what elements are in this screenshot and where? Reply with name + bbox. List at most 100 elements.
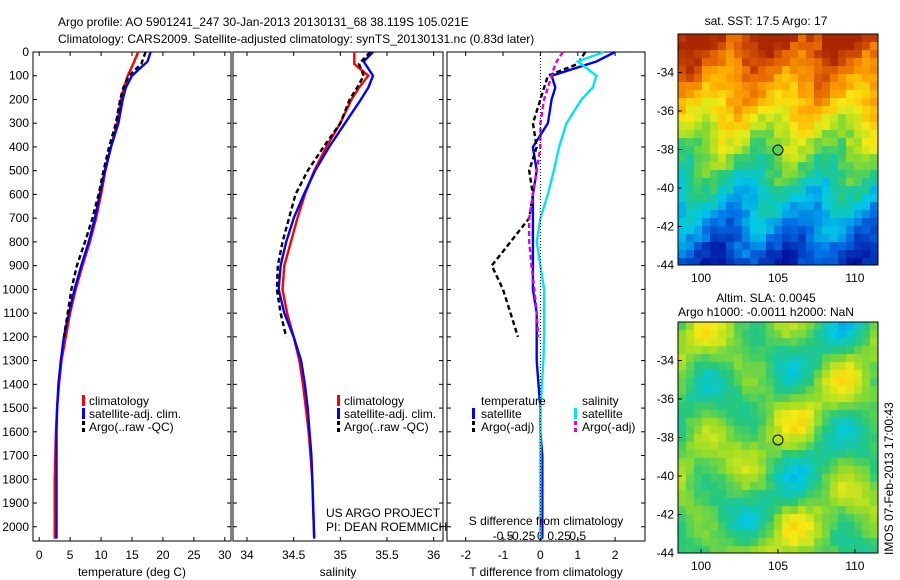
map-cell (686, 250, 694, 258)
map-cell (846, 162, 854, 170)
map-cell (814, 354, 822, 362)
map-cell (870, 226, 878, 234)
map-cell (782, 458, 790, 466)
map-cell (718, 474, 726, 482)
map-y-tick-label: -34 (657, 66, 675, 80)
map-cell (870, 482, 878, 490)
map-cell (862, 194, 870, 202)
map-cell (798, 218, 806, 226)
map-cell (830, 58, 838, 66)
map-cell (822, 218, 830, 226)
map-cell (750, 34, 758, 42)
map-cell (782, 162, 790, 170)
map-cell (782, 546, 790, 553)
map-cell (870, 74, 878, 82)
map-cell (846, 66, 854, 74)
map-cell (686, 202, 694, 210)
map-cell (854, 242, 862, 250)
map-cell (870, 106, 878, 114)
map-cell (678, 58, 686, 66)
legend-swatch-t-satellite (472, 408, 475, 419)
map-cell (790, 514, 798, 522)
map-cell (766, 194, 774, 202)
map-cell (702, 466, 710, 474)
map-cell (814, 186, 822, 194)
map-cell (710, 154, 718, 162)
map-cell (870, 498, 878, 506)
map-cell (718, 242, 726, 250)
map-cell (854, 474, 862, 482)
map-cell (790, 242, 798, 250)
map-cell (830, 218, 838, 226)
map-cell (766, 210, 774, 218)
map-cell (830, 138, 838, 146)
map-cell (774, 458, 782, 466)
map-cell (702, 482, 710, 490)
map-cell (854, 234, 862, 242)
map-cell (830, 258, 838, 265)
map-cell (822, 194, 830, 202)
map-cell (862, 210, 870, 218)
map-cell (790, 178, 798, 186)
map-cell (710, 522, 718, 530)
map-cell (822, 202, 830, 210)
map-cell (766, 466, 774, 474)
map-cell (678, 186, 686, 194)
map-cell (742, 74, 750, 82)
map-cell (758, 426, 766, 434)
map-cell (742, 50, 750, 58)
map-cell (830, 106, 838, 114)
map-y-tick-label: -40 (657, 181, 675, 195)
map-cell (758, 258, 766, 265)
map-cell (846, 114, 854, 122)
map-cell (702, 138, 710, 146)
map-cell (734, 114, 742, 122)
map-cell (846, 106, 854, 114)
map-cell (814, 410, 822, 418)
map-cell (862, 186, 870, 194)
map-cell (750, 130, 758, 138)
map-cell (862, 538, 870, 546)
map-cell (782, 506, 790, 514)
map-cell (870, 218, 878, 226)
map-cell (774, 226, 782, 234)
map-cell (734, 42, 742, 50)
map-cell (742, 250, 750, 258)
map-cell (798, 162, 806, 170)
depth-tick-label: 1900 (2, 496, 29, 510)
map-cell (726, 530, 734, 538)
map-cell (750, 346, 758, 354)
map-cell (830, 482, 838, 490)
map-cell (686, 186, 694, 194)
map-cell (790, 210, 798, 218)
sst-map (678, 34, 878, 265)
map-cell (742, 106, 750, 114)
map-cell (814, 338, 822, 346)
map-cell (862, 34, 870, 42)
map-cell (798, 50, 806, 58)
map-cell (862, 82, 870, 90)
map-cell (774, 130, 782, 138)
series-line-satellite-adj-clim- (55, 51, 152, 539)
map-cell (846, 138, 854, 146)
map-cell (798, 538, 806, 546)
map-cell (854, 498, 862, 506)
map-cell (782, 434, 790, 442)
map-cell (726, 410, 734, 418)
map-cell (854, 530, 862, 538)
map-cell (830, 370, 838, 378)
map-cell (758, 106, 766, 114)
map-cell (758, 370, 766, 378)
map-cell (782, 402, 790, 410)
map-cell (766, 490, 774, 498)
map-cell (790, 474, 798, 482)
map-cell (678, 466, 686, 474)
map-cell (678, 170, 686, 178)
map-cell (710, 218, 718, 226)
map-cell (686, 194, 694, 202)
map-cell (702, 98, 710, 106)
map-cell (710, 330, 718, 338)
map-cell (782, 426, 790, 434)
map-cell (734, 354, 742, 362)
